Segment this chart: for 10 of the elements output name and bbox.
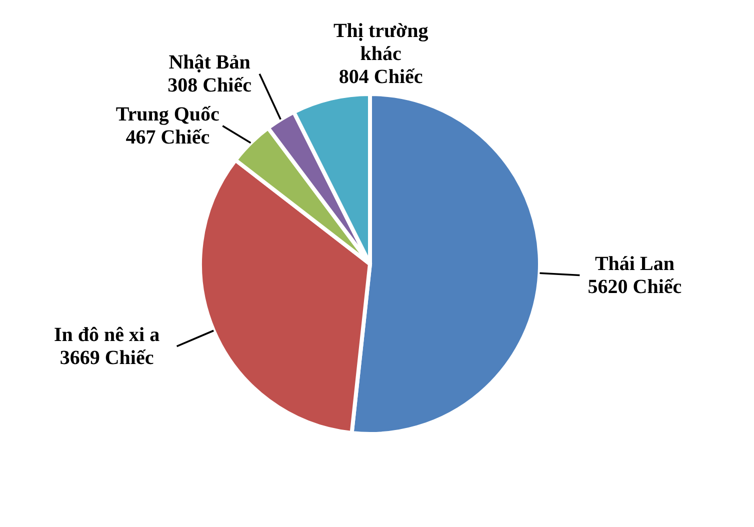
slice-label: Trung Quốc xyxy=(116,103,220,126)
data-label: 3669 Chiếc xyxy=(60,346,154,369)
data-label: 804 Chiếc xyxy=(338,66,423,88)
slice-label: Nhật Bản xyxy=(168,51,250,74)
slice-label: In đô nê xi a xyxy=(54,324,160,346)
slice-label: Thị trường khác xyxy=(333,20,428,66)
slice-label: Thái Lan xyxy=(594,252,674,275)
data-label: 467 Chiếc xyxy=(126,126,210,148)
data-label: 5620 Chiếc xyxy=(588,276,682,298)
data-label: 308 Chiếc xyxy=(168,74,252,96)
